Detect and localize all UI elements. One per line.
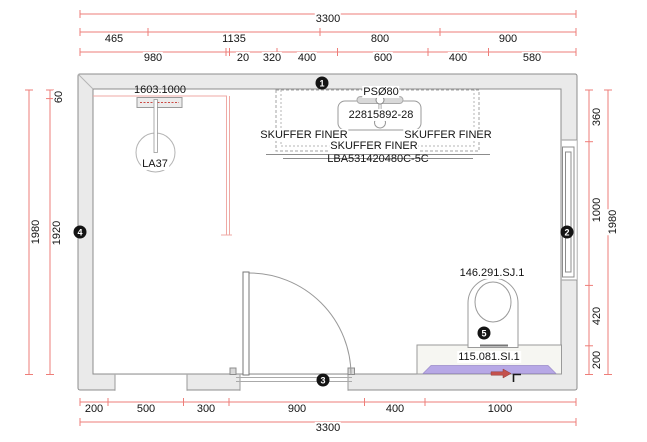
dim-label: 420 [590,305,604,327]
dim-label: 200 [83,402,105,416]
dim-label: 320 [261,51,283,65]
dim-label: 800 [369,32,391,46]
dim-label: 900 [286,402,308,416]
dim-label: 1920 [50,219,64,247]
window [561,139,577,281]
dim-label: 1000 [590,196,604,224]
door-swing-arc [248,272,352,376]
dim-label: 360 [590,106,604,128]
dim-label: 1000 [486,402,514,416]
drawer-label: SKUFFER FINER [329,139,419,153]
dim-label: 3300 [314,421,342,435]
mixer-code-label: 22815892-28 [347,108,415,121]
position-marker-3[interactable]: 3 [316,373,330,387]
door-leaf [242,271,250,376]
toilet-code-label: 146.291.SJ.1 [458,266,526,280]
dim-label: 400 [447,51,469,65]
drawer-label: SKUFFER FINER [403,128,493,142]
drawer-label: SKUFFER FINER [259,128,349,142]
position-marker-2[interactable]: 2 [560,225,574,239]
dim-label: 60 [52,89,66,105]
shower-code-label: 115.081.SI.1 [457,350,521,364]
dim-label: 400 [384,402,406,416]
lamp-code-label: LA37 [141,157,169,171]
dim-label: 1135 [221,32,247,46]
dim-label: 980 [142,51,164,65]
dim-label: 500 [135,402,157,416]
position-marker-4[interactable]: 4 [73,225,87,239]
corner-section-mark [512,373,521,382]
shower-drain-strip [422,365,557,374]
door-jamb [229,367,237,375]
dim-label: 300 [195,402,217,416]
toilet-bowl [474,281,512,323]
rail-code-label: 1603.1000 [134,83,186,96]
flow-direction-arrow-icon [490,368,512,379]
bottom-wall-opening [114,374,188,392]
position-marker-1[interactable]: 1 [315,76,329,90]
vanity-code-label: LBA531420480C-5C [327,152,429,165]
dim-label: 465 [103,32,125,46]
drain-code-label: PSØ80 [362,85,400,99]
construction-lines [93,95,232,236]
dim-label: 600 [372,51,394,65]
dim-label: 1980 [29,218,43,246]
toilet [467,277,519,348]
dim-label: 3300 [314,12,342,26]
dim-label: 20 [235,51,251,65]
dim-label: 580 [521,51,543,65]
dim-label: 200 [590,349,604,371]
position-marker-5[interactable]: 5 [477,326,491,340]
dim-label: 400 [296,51,318,65]
dim-label: 1980 [606,208,620,236]
dim-label: 900 [497,32,519,46]
door [229,271,355,382]
fixture-pole [153,99,158,153]
wall-miter [77,73,94,90]
